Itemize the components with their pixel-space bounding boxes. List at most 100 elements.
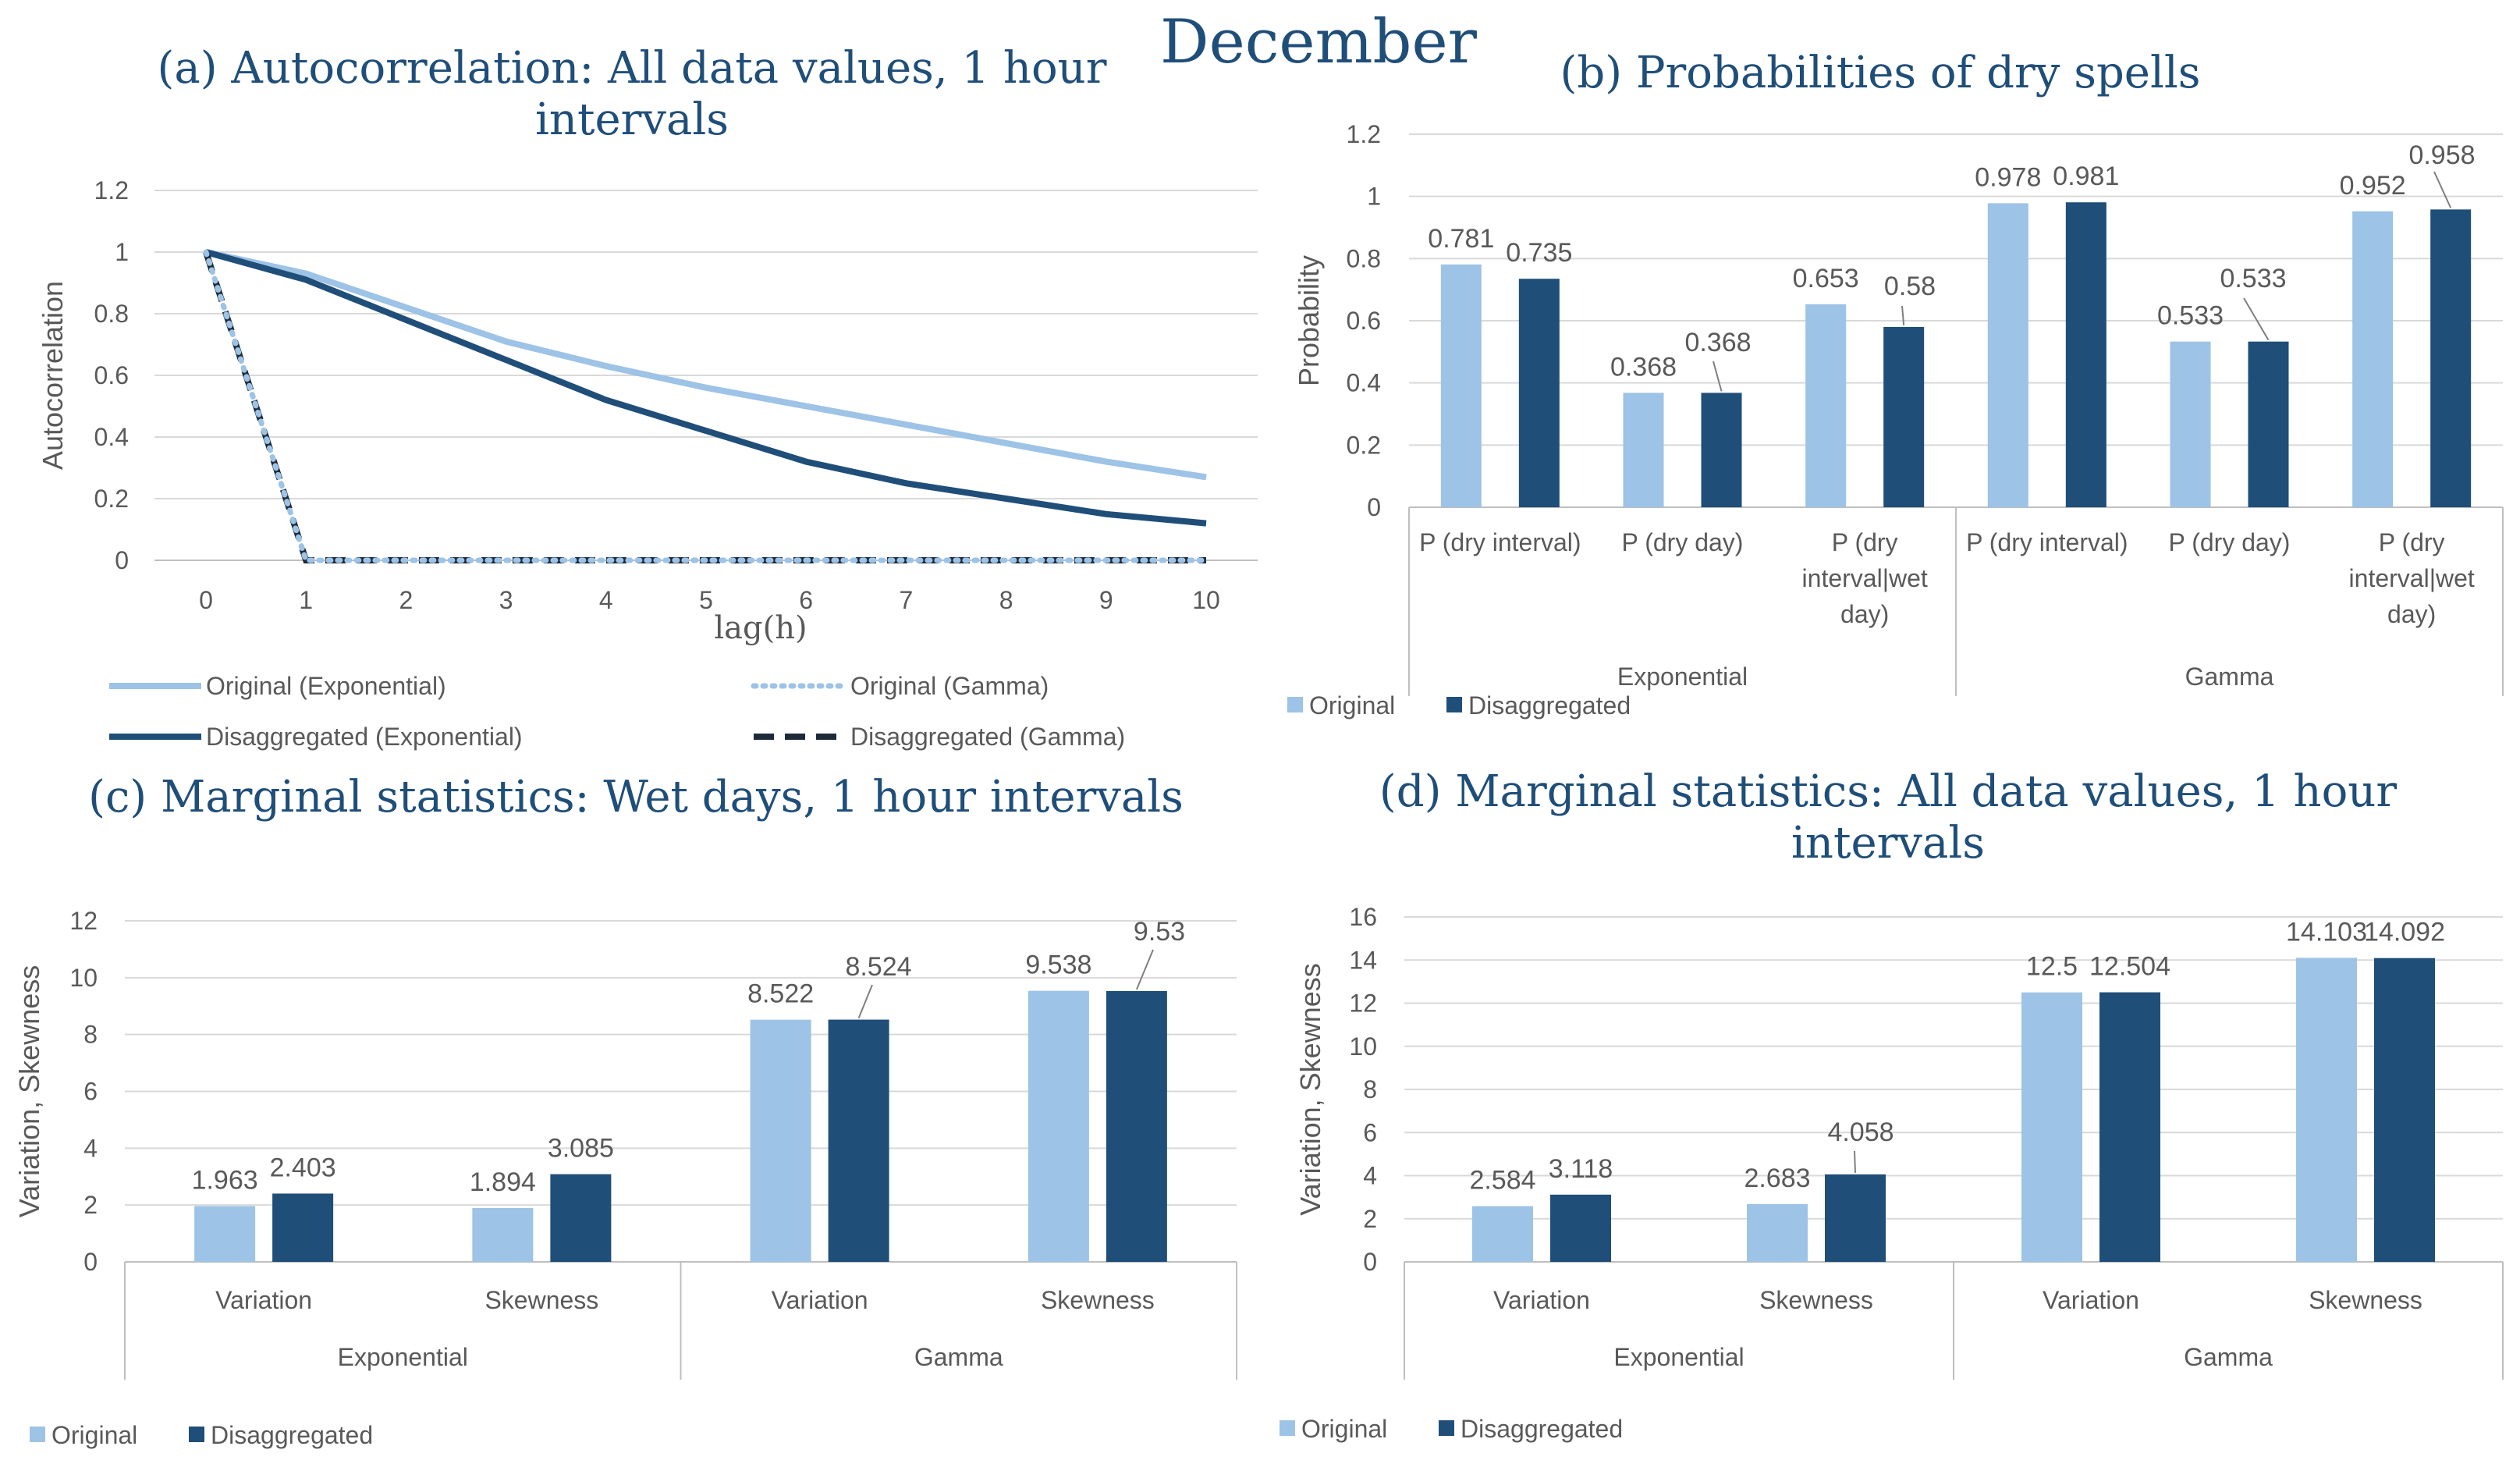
- x-tick-label-a: 7: [900, 586, 914, 614]
- group-label-d: Exponential: [1613, 1343, 1744, 1371]
- y-tick-label-a: 0.2: [94, 485, 129, 513]
- bar-original-c: [1028, 990, 1089, 1262]
- series-line-dotted-light: [203, 249, 1209, 563]
- chart-title-a: (a) Autocorrelation: All data values, 1 …: [157, 43, 1106, 94]
- data-label-leader-b: [1901, 305, 1905, 326]
- bar-original-d: [2296, 958, 2357, 1262]
- category-label-d: Skewness: [1759, 1286, 1873, 1314]
- legend-label: Original: [1309, 691, 1395, 720]
- y-tick-label-d: 2: [1363, 1205, 1377, 1233]
- data-label-c: 1.894: [470, 1167, 536, 1197]
- y-tick-label-b: 0.4: [1347, 369, 1381, 397]
- x-tick-label-a: 1: [299, 586, 313, 614]
- legend-label: Original: [51, 1421, 137, 1449]
- category-label-b: day): [1840, 600, 1889, 628]
- bar-disaggregated-b: [2248, 341, 2289, 507]
- legend-swatch: [30, 1427, 45, 1442]
- category-label-b: P (dry day): [1622, 528, 1744, 556]
- y-tick-label-c: 8: [83, 1021, 98, 1049]
- data-label-d: 12.5: [2026, 952, 2078, 982]
- category-label-c: Variation: [772, 1286, 868, 1314]
- series-line-solid-light: [205, 249, 1207, 481]
- legend-label: Disaggregated: [211, 1421, 373, 1449]
- data-label-c: 8.522: [747, 979, 814, 1009]
- y-tick-label-c: 2: [83, 1191, 98, 1219]
- y-axis-label-b: Probability: [1293, 255, 1325, 386]
- category-label-b: P (dry: [2379, 528, 2445, 556]
- data-label-b: 0.368: [1610, 352, 1677, 382]
- data-label-d: 12.504: [2089, 952, 2170, 982]
- chart-title-d: intervals: [1791, 818, 1985, 869]
- legend-swatch: [1287, 697, 1303, 712]
- bar-disaggregated-b: [1518, 279, 1560, 507]
- data-label-b: 0.978: [1975, 162, 2041, 192]
- bar-disaggregated-d: [2374, 958, 2435, 1262]
- y-tick-label-c: 12: [69, 907, 98, 935]
- data-label-b: 0.368: [1684, 328, 1751, 357]
- y-tick-label-c: 0: [83, 1248, 98, 1276]
- y-tick-label-b: 0.6: [1347, 307, 1381, 335]
- data-label-c: 1.963: [192, 1166, 258, 1196]
- legend-swatch: [1446, 697, 1462, 712]
- x-tick-label-a: 2: [399, 586, 413, 614]
- data-label-c: 9.53: [1134, 917, 1185, 947]
- bar-original-b: [1440, 264, 1482, 507]
- data-label-d: 2.683: [1744, 1164, 1810, 1193]
- bar-disaggregated-d: [2099, 992, 2160, 1262]
- legend-label: Disaggregated (Exponential): [206, 723, 523, 751]
- category-label-b: P (dry day): [2169, 528, 2291, 556]
- legend-swatch: [1280, 1420, 1295, 1436]
- y-tick-label-d: 6: [1363, 1118, 1377, 1146]
- y-tick-label-d: 8: [1363, 1075, 1377, 1103]
- y-tick-label-b: 0.8: [1347, 244, 1381, 272]
- x-tick-label-a: 0: [199, 586, 213, 614]
- data-label-d: 3.118: [1549, 1154, 1613, 1184]
- y-tick-label-d: 4: [1363, 1162, 1377, 1190]
- x-tick-label-a: 8: [999, 586, 1013, 614]
- chart-title-b: (b) Probabilities of dry spells: [1560, 48, 2201, 98]
- y-axis-label-a: Autocorrelation: [37, 281, 69, 470]
- y-tick-label-b: 1.2: [1347, 120, 1381, 148]
- bar-original-d: [1472, 1206, 1533, 1262]
- category-label-b: P (dry interval): [1966, 528, 2128, 556]
- bar-original-c: [194, 1206, 256, 1262]
- data-label-b: 0.533: [2220, 264, 2286, 293]
- data-label-b: 0.952: [2340, 171, 2406, 201]
- data-label-leader-b: [2433, 171, 2452, 208]
- x-tick-label-a: 4: [599, 586, 613, 614]
- y-tick-label-a: 0: [115, 546, 129, 574]
- legend-swatch: [189, 1427, 204, 1442]
- x-tick-label-a: 3: [499, 586, 513, 614]
- page-title: December: [1160, 7, 1478, 77]
- bar-disaggregated-c: [272, 1193, 334, 1262]
- bar-disaggregated-d: [1825, 1174, 1886, 1262]
- data-label-b: 0.653: [1793, 264, 1859, 293]
- bar-disaggregated-c: [1106, 990, 1167, 1262]
- category-label-c: Skewness: [1041, 1286, 1155, 1314]
- bar-disaggregated-d: [1550, 1194, 1611, 1262]
- y-tick-label-a: 1.2: [94, 176, 129, 204]
- data-label-leader-c: [857, 984, 873, 1018]
- y-tick-label-c: 6: [83, 1078, 98, 1106]
- y-tick-label-a: 1: [115, 238, 129, 266]
- data-label-c: 3.085: [548, 1134, 614, 1164]
- y-tick-label-d: 0: [1363, 1248, 1377, 1276]
- bar-original-b: [1623, 393, 1664, 507]
- series-line-solid-dark: [204, 249, 1207, 527]
- legend-label: Disaggregated (Gamma): [850, 723, 1125, 751]
- y-tick-label-a: 0.6: [94, 361, 129, 389]
- data-label-c: 8.524: [845, 952, 911, 982]
- bar-original-c: [472, 1208, 534, 1262]
- group-label-c: Gamma: [914, 1343, 1003, 1371]
- y-tick-label-b: 0: [1367, 493, 1381, 521]
- y-axis-label-d: Variation, Skewness: [1294, 963, 1326, 1216]
- data-label-b: 0.958: [2408, 140, 2475, 170]
- y-tick-label-c: 4: [83, 1134, 98, 1162]
- data-label-b: 0.735: [1506, 238, 1572, 268]
- group-label-c: Exponential: [338, 1343, 468, 1371]
- bar-original-b: [1805, 304, 1847, 507]
- bar-disaggregated-c: [550, 1174, 612, 1262]
- category-label-b: P (dry interval): [1419, 528, 1581, 556]
- y-tick-label-d: 10: [1349, 1032, 1377, 1061]
